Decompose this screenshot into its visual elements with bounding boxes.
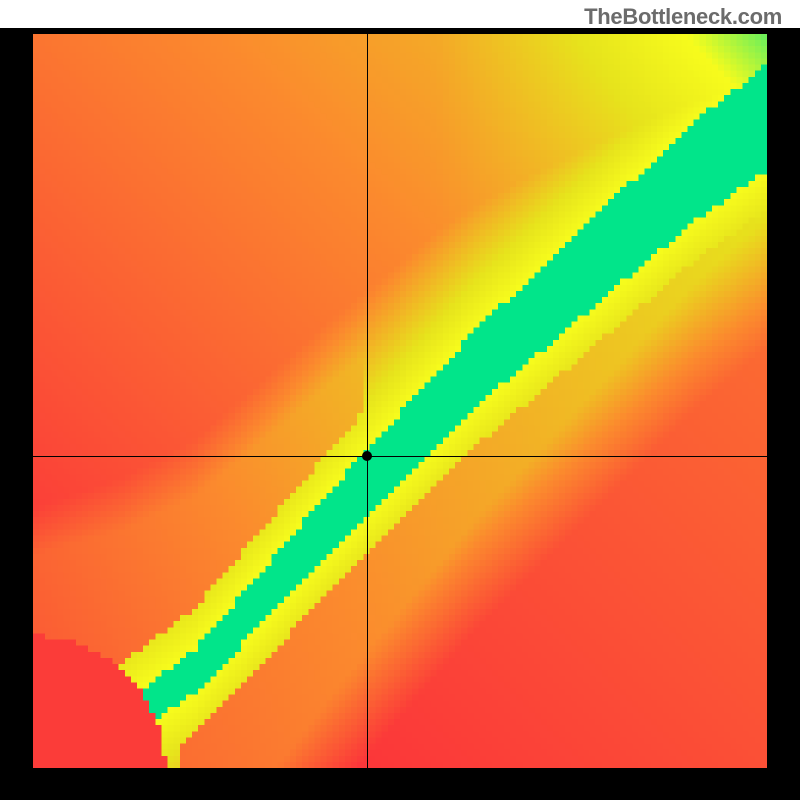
chart-frame <box>0 28 800 800</box>
watermark-text: TheBottleneck.com <box>584 4 782 30</box>
crosshair-horizontal <box>33 456 767 457</box>
crosshair-vertical <box>367 34 368 768</box>
heatmap-plot <box>33 34 767 768</box>
heatmap-canvas <box>33 34 767 768</box>
crosshair-marker <box>362 451 372 461</box>
